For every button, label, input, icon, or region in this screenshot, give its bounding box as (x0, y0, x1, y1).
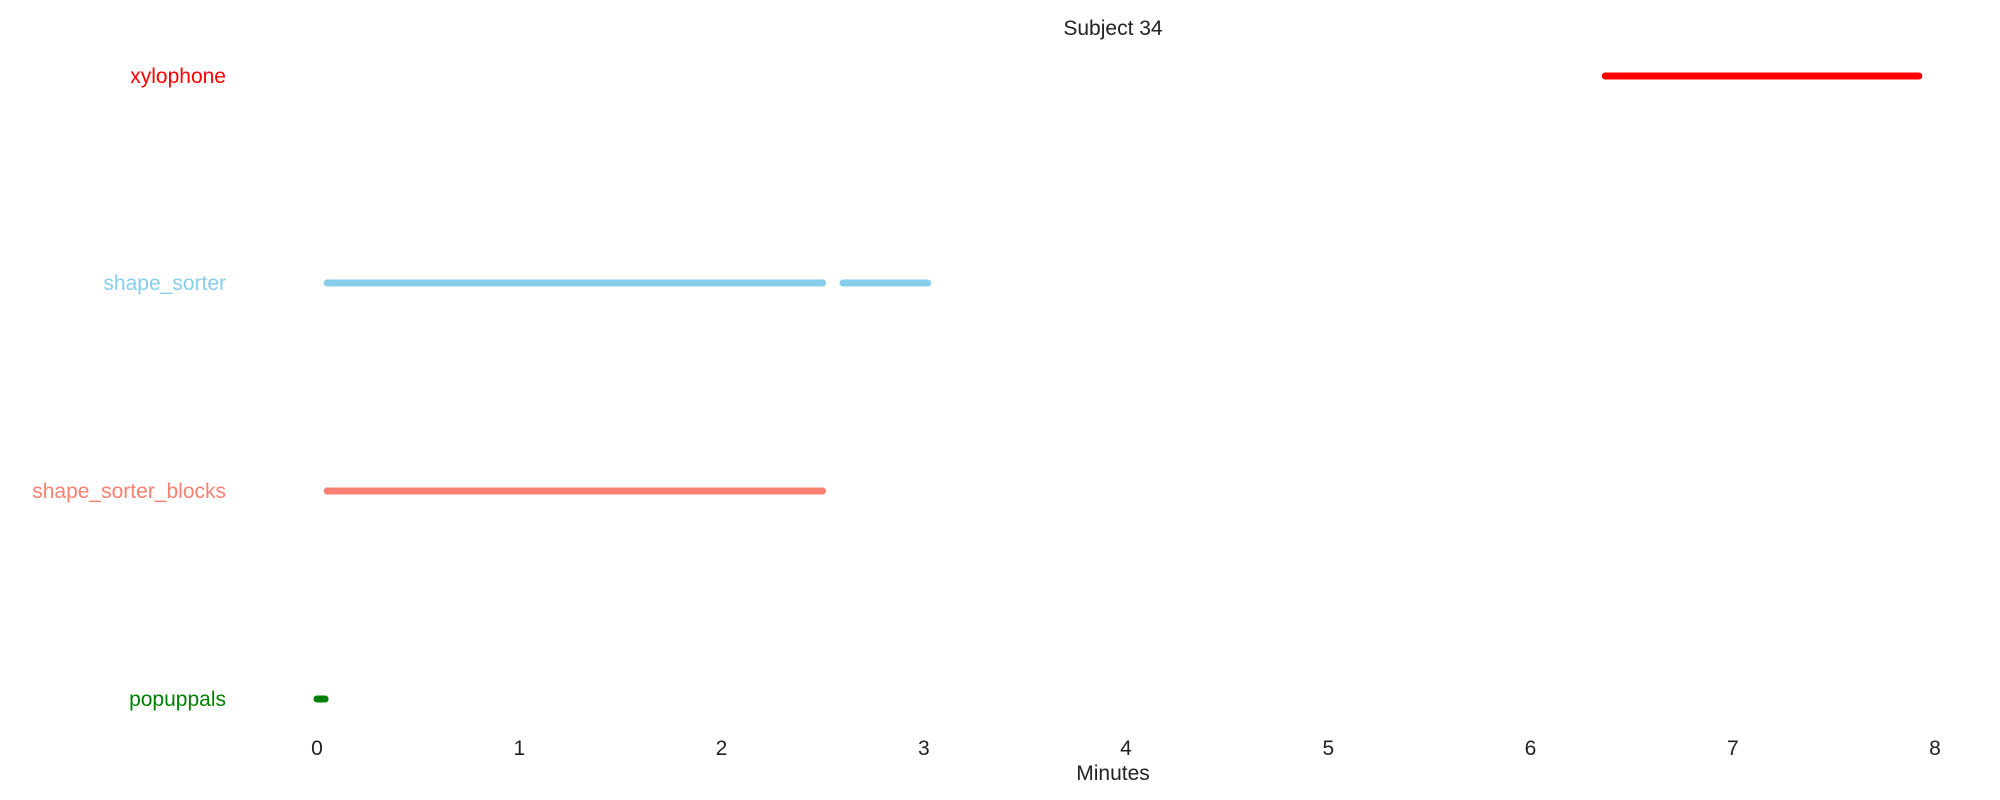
x-tick-label: 0 (311, 737, 323, 760)
x-axis-title: Minutes (1076, 762, 1150, 785)
x-tick-label: 4 (1120, 737, 1132, 760)
x-tick-label: 7 (1727, 737, 1739, 760)
chart-title: Subject 34 (1063, 17, 1163, 40)
x-tick-label: 8 (1929, 737, 1941, 760)
x-tick-label: 3 (918, 737, 930, 760)
category-label-shape_sorter: shape_sorter (103, 272, 226, 295)
x-tick-label: 5 (1322, 737, 1334, 760)
category-label-popuppals: popuppals (129, 688, 226, 711)
x-axis-ticks: 0 1 2 3 4 5 6 7 8 (311, 737, 1941, 760)
category-label-xylophone: xylophone (130, 65, 226, 88)
category-label-shape_sorter_blocks: shape_sorter_blocks (32, 480, 226, 503)
x-tick-label: 1 (513, 737, 525, 760)
segment-bars (313, 72, 1923, 703)
category-labels: xylophone shape_sorter shape_sorter_blocks… (32, 65, 226, 711)
x-tick-label: 6 (1525, 737, 1537, 760)
x-tick-label: 2 (716, 737, 728, 760)
